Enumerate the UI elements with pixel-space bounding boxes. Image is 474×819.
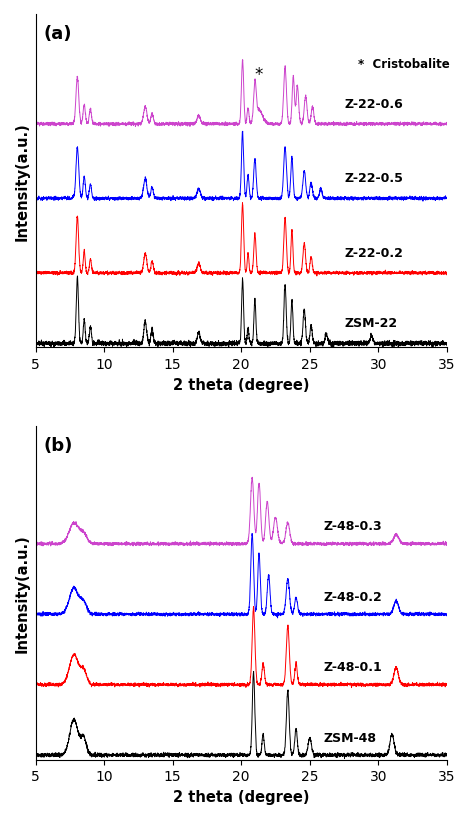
- Text: ZSM-22: ZSM-22: [344, 317, 397, 330]
- Text: Z-48-0.3: Z-48-0.3: [323, 520, 382, 533]
- Text: ZSM-48: ZSM-48: [323, 731, 376, 744]
- Text: Z-22-0.2: Z-22-0.2: [344, 247, 403, 260]
- Y-axis label: Intensity(a.u.): Intensity(a.u.): [15, 534, 30, 653]
- Text: Z-48-0.1: Z-48-0.1: [323, 661, 382, 673]
- Text: Z-22-0.5: Z-22-0.5: [344, 172, 403, 185]
- Text: (b): (b): [44, 437, 73, 455]
- Text: *  Cristobalite: * Cristobalite: [358, 58, 449, 71]
- Text: *: *: [255, 66, 263, 84]
- Text: Z-22-0.6: Z-22-0.6: [344, 97, 403, 111]
- Y-axis label: Intensity(a.u.): Intensity(a.u.): [15, 122, 30, 241]
- Text: (a): (a): [44, 25, 72, 43]
- X-axis label: 2 theta (degree): 2 theta (degree): [173, 378, 310, 392]
- X-axis label: 2 theta (degree): 2 theta (degree): [173, 789, 310, 804]
- Text: Z-48-0.2: Z-48-0.2: [323, 590, 382, 603]
